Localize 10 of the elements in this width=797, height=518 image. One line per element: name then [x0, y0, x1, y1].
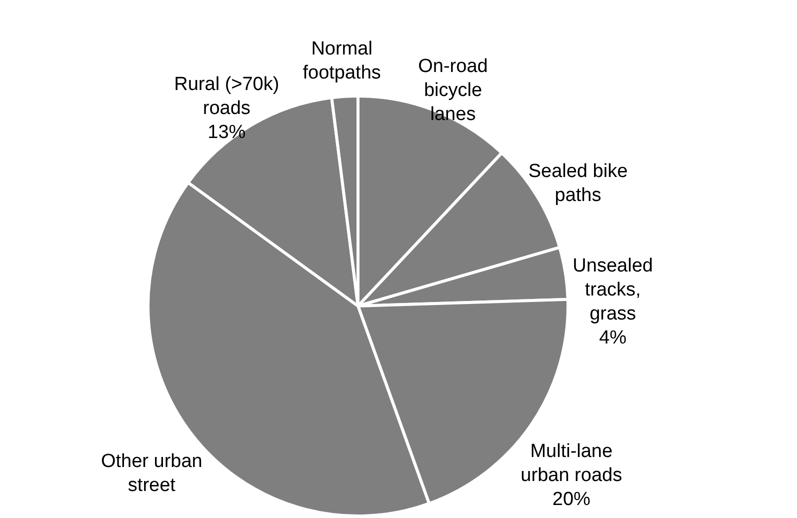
slice-label: Multi-lane urban roads	[520, 441, 622, 486]
slice-label: Sealed bike paths	[528, 161, 628, 206]
slice-label: Other urban street	[100, 450, 202, 496]
slice-label: Rural (>70k) roads	[174, 74, 280, 119]
data-label: 4%	[599, 328, 627, 349]
slice-label: On-road bicycle lanes	[418, 56, 488, 126]
data-label: 13%	[208, 122, 246, 143]
slice-label: Unsealed tracks, grass	[572, 256, 653, 325]
data-label: 20%	[552, 489, 591, 510]
slice-label: Normal footpaths	[302, 38, 381, 84]
